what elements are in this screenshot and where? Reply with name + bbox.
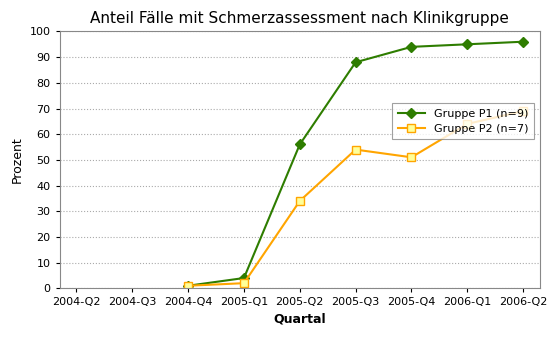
Legend: Gruppe P1 (n=9), Gruppe P2 (n=7): Gruppe P1 (n=9), Gruppe P2 (n=7) (392, 103, 534, 139)
Gruppe P2 (n=7) (296, 199, 303, 203)
Gruppe P1 (n=9) (520, 40, 526, 44)
Y-axis label: Prozent: Prozent (11, 136, 24, 183)
Gruppe P2 (n=7) (408, 155, 415, 159)
Gruppe P1 (n=9) (296, 143, 303, 147)
Gruppe P1 (n=9) (185, 284, 192, 288)
Gruppe P2 (n=7) (352, 148, 359, 152)
Gruppe P2 (n=7) (520, 109, 526, 113)
Gruppe P2 (n=7) (241, 281, 248, 285)
Title: Anteil Fälle mit Schmerzassessment nach Klinikgruppe: Anteil Fälle mit Schmerzassessment nach … (90, 11, 509, 26)
Line: Gruppe P1 (n=9): Gruppe P1 (n=9) (185, 38, 526, 289)
Gruppe P2 (n=7) (185, 284, 192, 288)
Gruppe P1 (n=9) (408, 45, 415, 49)
Gruppe P2 (n=7) (464, 122, 470, 126)
Line: Gruppe P2 (n=7): Gruppe P2 (n=7) (184, 107, 528, 290)
Gruppe P1 (n=9) (464, 42, 470, 46)
X-axis label: Quartal: Quartal (273, 313, 326, 326)
Gruppe P1 (n=9) (241, 276, 248, 280)
Gruppe P1 (n=9) (352, 60, 359, 64)
